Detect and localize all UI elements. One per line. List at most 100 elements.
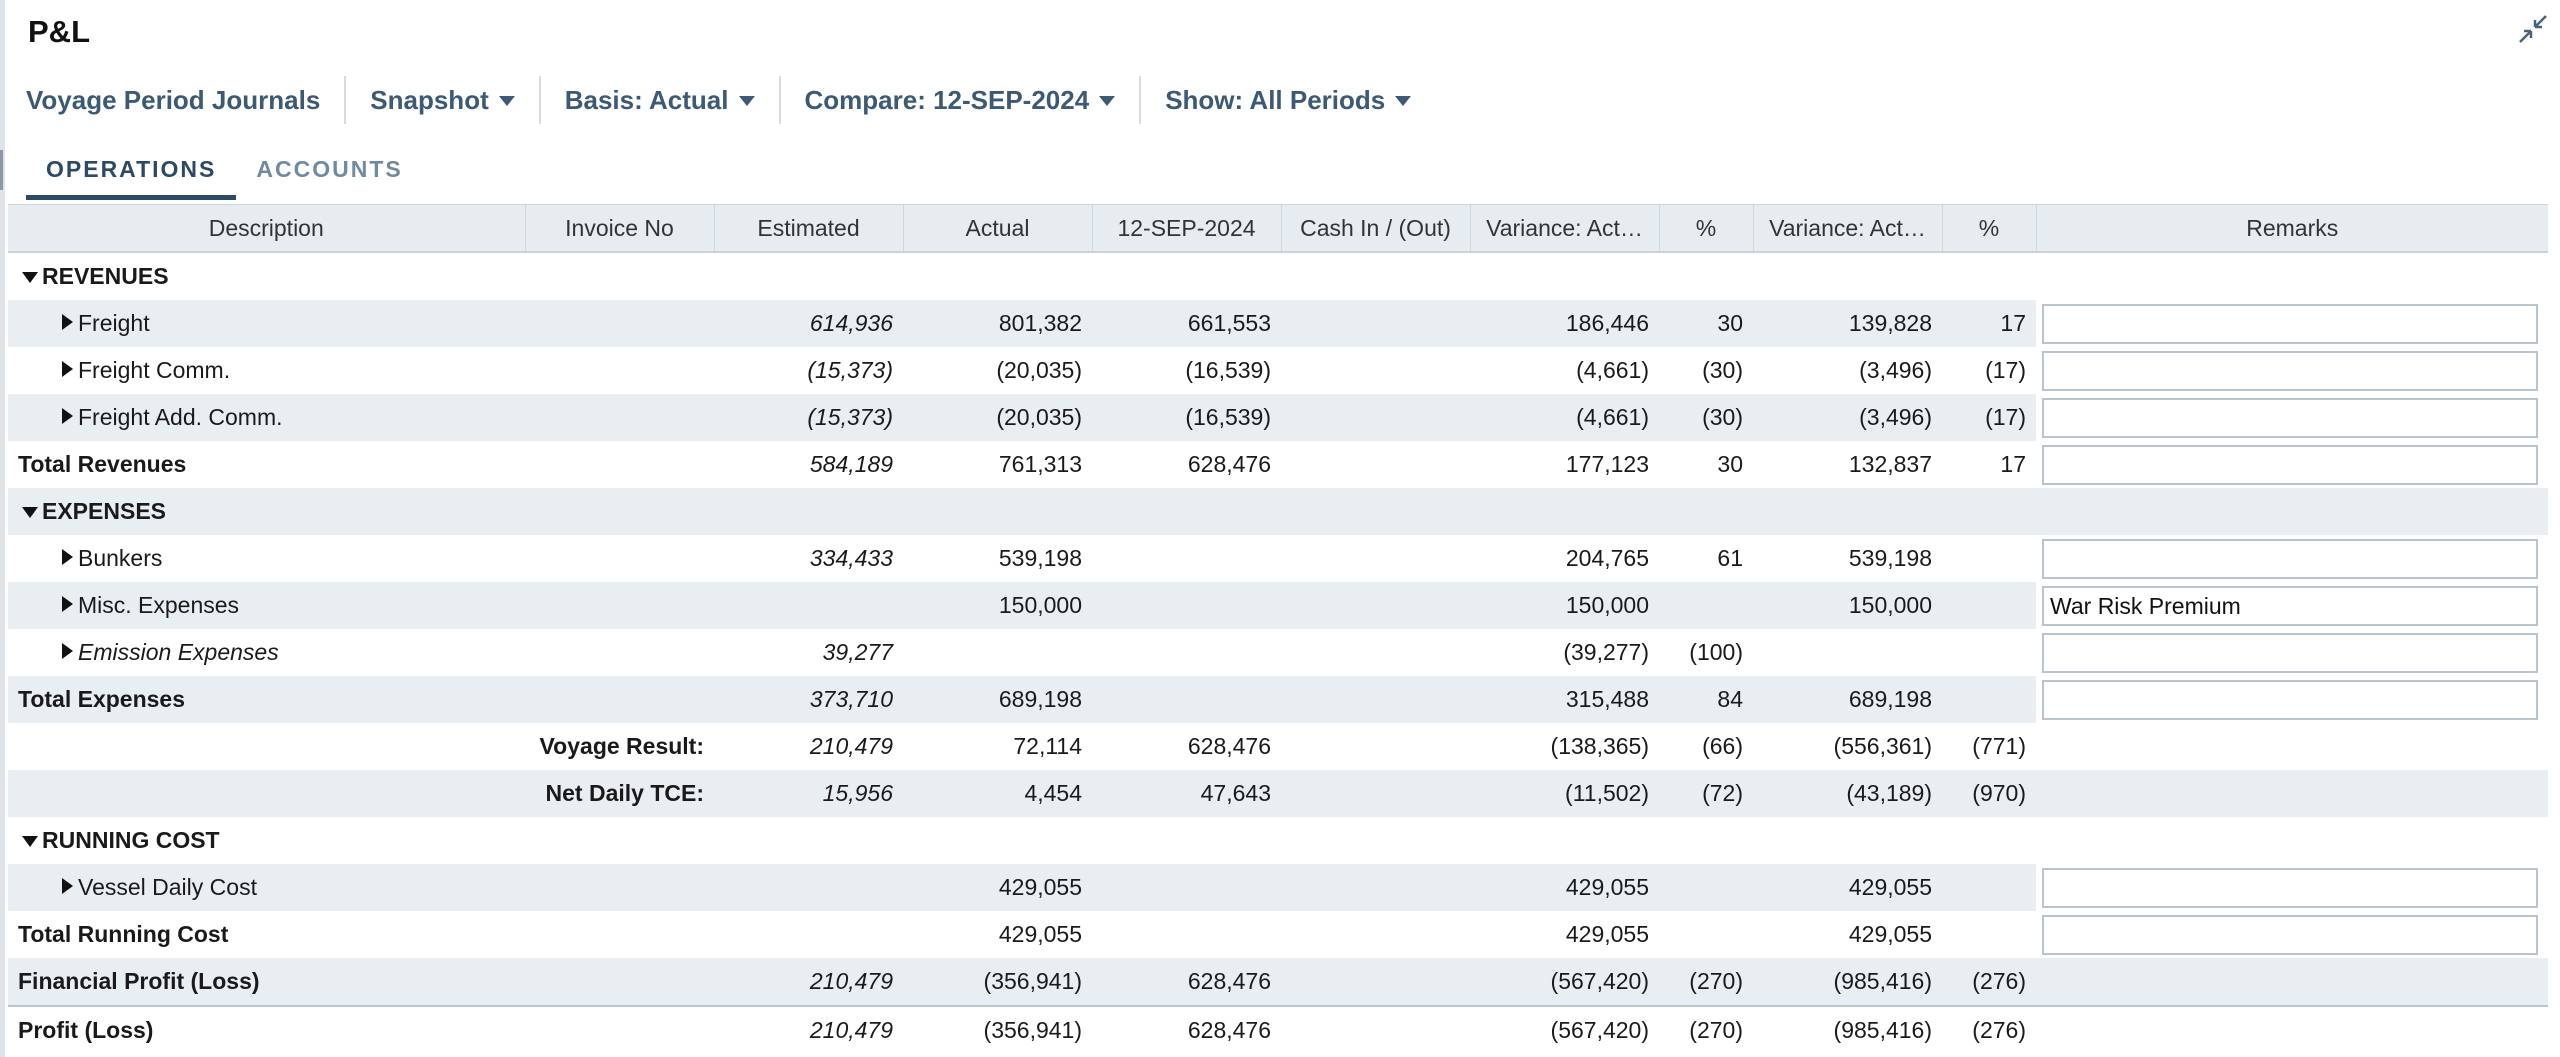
section-header[interactable]: RUNNING COST [8,817,2548,864]
col-compare-date[interactable]: 12-SEP-2024 [1091,204,1281,253]
percent-2-cell: (17) [1942,347,2036,394]
col-variance-2[interactable]: Variance: Act… [1752,204,1942,253]
table-row[interactable]: Emission Expenses 39,277 (39,277) (100) [8,629,2548,676]
expand-down-icon[interactable] [22,836,38,848]
line-item-label: Freight Add. Comm. [78,404,283,430]
table-row[interactable]: Vessel Daily Cost 429,055 429,055 429,055 [8,864,2548,911]
remarks-cell: War Risk Premium [2036,582,2548,629]
variance-2-cell: 132,837 [1753,441,1942,488]
col-variance-1[interactable]: Variance: Act… [1469,204,1659,253]
compare-dropdown[interactable]: Compare: 12-SEP-2024 [781,76,1142,124]
remarks-input[interactable] [2042,914,2538,955]
remarks-input[interactable] [2042,632,2538,673]
actual-cell: (356,941) [903,958,1092,1006]
table-row[interactable]: Freight Comm. (15,373) (20,035) (16,539) (4,… [8,347,2548,394]
expand-right-icon[interactable] [62,408,73,424]
table-row[interactable]: EXPENSES [8,488,2548,535]
col-remarks[interactable]: Remarks [2035,204,2548,253]
estimated-cell: 15,956 [714,770,903,817]
actual-cell: 429,055 [903,864,1092,911]
invoice-no-cell [525,441,714,488]
cash-in-out-cell [1281,300,1470,347]
collapse-icon[interactable] [2516,12,2550,46]
cash-in-out-cell [1281,1005,1470,1054]
basis-dropdown[interactable]: Basis: Actual [541,76,781,124]
caret-down-icon [1395,96,1412,106]
variance-1-cell: (39,277) [1470,629,1659,676]
col-estimated[interactable]: Estimated [713,204,903,253]
line-item-description: Vessel Daily Cost [8,864,525,911]
compare-cell [1092,864,1281,911]
result-label: Net Daily TCE: [8,770,714,817]
table-row[interactable]: REVENUES [8,252,2548,300]
actual-cell: 4,454 [903,770,1092,817]
invoice-no-cell [525,347,714,394]
invoice-no-cell [525,535,714,582]
line-item-description: Freight Add. Comm. [8,394,525,441]
actual-cell: 689,198 [903,676,1092,723]
col-cash-in-out[interactable]: Cash In / (Out) [1280,204,1470,253]
estimated-cell: 210,479 [714,723,903,770]
expand-down-icon[interactable] [22,272,38,284]
actual-cell: 72,114 [903,723,1092,770]
line-item-label: Vessel Daily Cost [78,874,257,900]
col-percent-2[interactable]: % [1941,204,2036,253]
estimated-cell: (15,373) [714,394,903,441]
remarks-cell [2036,958,2548,1006]
percent-2-cell: (970) [1942,770,2036,817]
remarks-input[interactable] [2042,867,2538,908]
variance-1-cell: (567,420) [1470,958,1659,1006]
invoice-no-cell [525,582,714,629]
table-row[interactable]: Freight Add. Comm. (15,373) (20,035) (16,53… [8,394,2548,441]
line-item-description: Bunkers [8,535,525,582]
variance-1-cell: 429,055 [1470,864,1659,911]
table-row[interactable]: Freight 614,936 801,382 661,553 186,446 30 139… [8,300,2548,347]
variance-1-cell: 204,765 [1470,535,1659,582]
line-item-description: Freight Comm. [8,347,525,394]
tab-accounts[interactable]: ACCOUNTS [256,156,403,182]
expand-right-icon[interactable] [62,314,73,330]
section-header[interactable]: REVENUES [8,252,2548,300]
remarks-input[interactable]: War Risk Premium [2042,585,2538,626]
expand-right-icon[interactable] [62,549,73,565]
panel-title: P&L [28,14,90,49]
variance-1-cell: 177,123 [1470,441,1659,488]
table-row[interactable]: Misc. Expenses 150,000 150,000 150,000 War R… [8,582,2548,629]
expand-down-icon[interactable] [22,507,38,519]
expand-right-icon[interactable] [62,878,73,894]
remarks-input[interactable] [2042,679,2538,720]
remarks-input[interactable] [2042,350,2538,391]
variance-2-cell: (3,496) [1753,394,1942,441]
invoice-no-cell [525,864,714,911]
col-actual[interactable]: Actual [902,204,1092,253]
line-item-label: Emission Expenses [78,639,279,665]
compare-label: Compare: 12-SEP-2024 [804,84,1090,115]
col-percent-1[interactable]: % [1658,204,1753,253]
pnl-table: Description Invoice No Estimated Actual … [8,204,2548,1054]
show-periods-dropdown[interactable]: Show: All Periods [1141,76,1435,124]
remarks-input[interactable] [2042,444,2538,485]
remarks-input[interactable] [2042,397,2538,438]
compare-cell: 628,476 [1092,958,1281,1006]
show-periods-label: Show: All Periods [1165,84,1386,115]
col-invoice-no[interactable]: Invoice No [524,204,714,253]
cash-in-out-cell [1281,676,1470,723]
remarks-input[interactable] [2042,538,2538,579]
percent-2-cell: (276) [1942,958,2036,1006]
actual-cell: 539,198 [903,535,1092,582]
invoice-no-cell [525,676,714,723]
compare-cell: (16,539) [1092,394,1281,441]
voyage-period-journals-link[interactable]: Voyage Period Journals [26,76,347,124]
remarks-input[interactable] [2042,303,2538,344]
snapshot-dropdown[interactable]: Snapshot [346,76,541,124]
variance-2-cell: (556,361) [1753,723,1942,770]
table-row[interactable]: RUNNING COST [8,817,2548,864]
expand-right-icon[interactable] [62,596,73,612]
expand-right-icon[interactable] [62,643,73,659]
expand-right-icon[interactable] [62,361,73,377]
col-description[interactable]: Description [8,204,525,253]
table-row[interactable]: Bunkers 334,433 539,198 204,765 61 539,198 [8,535,2548,582]
compare-cell: 628,476 [1092,441,1281,488]
section-header[interactable]: EXPENSES [8,488,2548,535]
tab-operations[interactable]: OPERATIONS [26,150,237,200]
